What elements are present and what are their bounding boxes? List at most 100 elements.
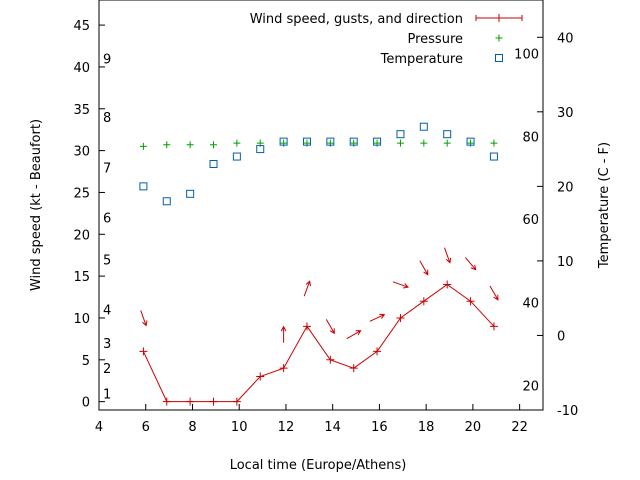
legend-marker	[495, 54, 503, 62]
wind-speed-point	[209, 397, 218, 406]
y-tick-label: 45	[73, 19, 90, 34]
x-axis-label: Local time (Europe/Athens)	[230, 458, 407, 473]
pressure-point	[139, 142, 147, 150]
wind-speed-point	[302, 322, 311, 331]
wind-speed-point	[349, 364, 358, 373]
beaufort-label: 8	[103, 111, 111, 126]
wind-speed-line	[142, 283, 495, 403]
wind-speed-point	[162, 397, 171, 406]
wind-direction-arrow	[419, 260, 429, 276]
temperature-point	[466, 137, 475, 146]
x-tick-label: 4	[95, 420, 103, 435]
wind-direction-arrow	[325, 319, 335, 335]
pressure-point	[490, 139, 498, 147]
wind-speed-point	[326, 355, 335, 364]
x-tick-label: 8	[188, 420, 196, 435]
temperature-point	[162, 197, 171, 206]
y2-tick-label: 20	[557, 180, 574, 195]
fahrenheit-label: 20	[522, 379, 539, 394]
wind-direction-arrow	[444, 247, 452, 264]
wind-direction-arrow	[140, 310, 148, 327]
y2-tick-label: 10	[557, 255, 574, 270]
y2-tick-label: -10	[557, 404, 578, 419]
wind-speed-point	[186, 397, 195, 406]
pressure-point	[396, 139, 404, 147]
pressure-point	[233, 139, 241, 147]
series-2	[139, 122, 498, 206]
temperature-point	[396, 130, 405, 139]
fahrenheit-label: 40	[522, 297, 539, 312]
beaufort-label: 7	[103, 161, 111, 176]
wind-speed-point	[443, 280, 452, 289]
x-tick-label: 18	[418, 420, 435, 435]
beaufort-scale-labels: 1 2 3 4 5 6 7 8 9	[103, 53, 111, 403]
x-tick-label: 10	[231, 420, 248, 435]
legend-label: Temperature	[380, 52, 463, 67]
legend-label: Pressure	[407, 32, 463, 47]
y-tick-label: 40	[73, 61, 90, 76]
axis-ticks	[98, 24, 543, 411]
wind-speed-point	[232, 397, 241, 406]
pressure-point	[163, 141, 171, 149]
beaufort-label: 1	[103, 387, 111, 402]
beaufort-label: 2	[103, 362, 111, 377]
wind-direction-arrow	[369, 313, 386, 322]
beaufort-label: 6	[103, 212, 111, 227]
right-tick-labels: -10 0 10 20 30 40	[557, 31, 578, 419]
pressure-point	[443, 139, 451, 147]
x-tick-label: 14	[324, 420, 341, 435]
x-tick-label: 22	[511, 420, 528, 435]
wind-direction-arrow	[465, 257, 477, 271]
wind-direction-arrow	[346, 330, 362, 340]
fahrenheit-label: 60	[522, 213, 539, 228]
legend: Wind speed, gusts, and direction Pressure…	[250, 12, 523, 67]
temperature-point	[373, 137, 382, 146]
pressure-point	[210, 141, 218, 149]
wind-speed-point	[373, 347, 382, 356]
wind-speed-point	[466, 297, 475, 306]
temperature-point	[209, 160, 218, 168]
legend-marker	[495, 14, 503, 22]
legend-label: Wind speed, gusts, and direction	[250, 12, 463, 27]
y-tick-label: 35	[73, 103, 90, 118]
y-tick-label: 15	[73, 270, 90, 285]
beaufort-label: 5	[103, 253, 111, 268]
legend-marker	[495, 34, 503, 42]
bottom-tick-labels: 4 6 8 10 12 14 16 18 20 22	[95, 420, 528, 435]
temperature-point	[279, 137, 288, 146]
wind-speed-point	[256, 372, 265, 381]
series-layer	[139, 122, 499, 406]
temperature-point	[232, 152, 241, 161]
x-tick-label: 16	[371, 420, 388, 435]
series-1	[139, 139, 498, 150]
x-tick-label: 20	[465, 420, 482, 435]
x-tick-label: 6	[142, 420, 150, 435]
wind-speed-point	[396, 313, 405, 322]
y-tick-label: 20	[73, 228, 90, 243]
left-tick-labels: 0 5 10 15 20 25 30 35 40 45	[73, 19, 90, 411]
y2-axis-label: Temperature (C - F)	[597, 142, 612, 269]
temperature-point	[326, 137, 335, 146]
temperature-point	[256, 145, 265, 154]
temperature-point	[302, 137, 311, 146]
y-tick-label: 10	[73, 312, 90, 327]
beaufort-label: 9	[103, 53, 111, 68]
y-axis-label: Wind speed (kt - Beaufort)	[29, 119, 44, 291]
fahrenheit-scale-labels: 20 40 60 80 100	[514, 48, 539, 395]
y-tick-label: 30	[73, 145, 90, 160]
temperature-point	[139, 182, 148, 191]
temperature-point	[489, 152, 498, 161]
wind-speed-point	[489, 322, 498, 331]
wind-speed-point	[139, 347, 148, 356]
wind-speed-point	[279, 364, 288, 373]
wind-speed-point	[419, 297, 428, 306]
y2-tick-label: 30	[557, 106, 574, 121]
fahrenheit-label: 80	[522, 130, 539, 145]
temperature-point	[419, 122, 428, 131]
series-0	[139, 247, 499, 406]
beaufort-label: 3	[103, 337, 111, 352]
temperature-point	[349, 137, 358, 146]
temperature-point	[186, 189, 195, 198]
y-tick-label: 0	[82, 396, 90, 411]
